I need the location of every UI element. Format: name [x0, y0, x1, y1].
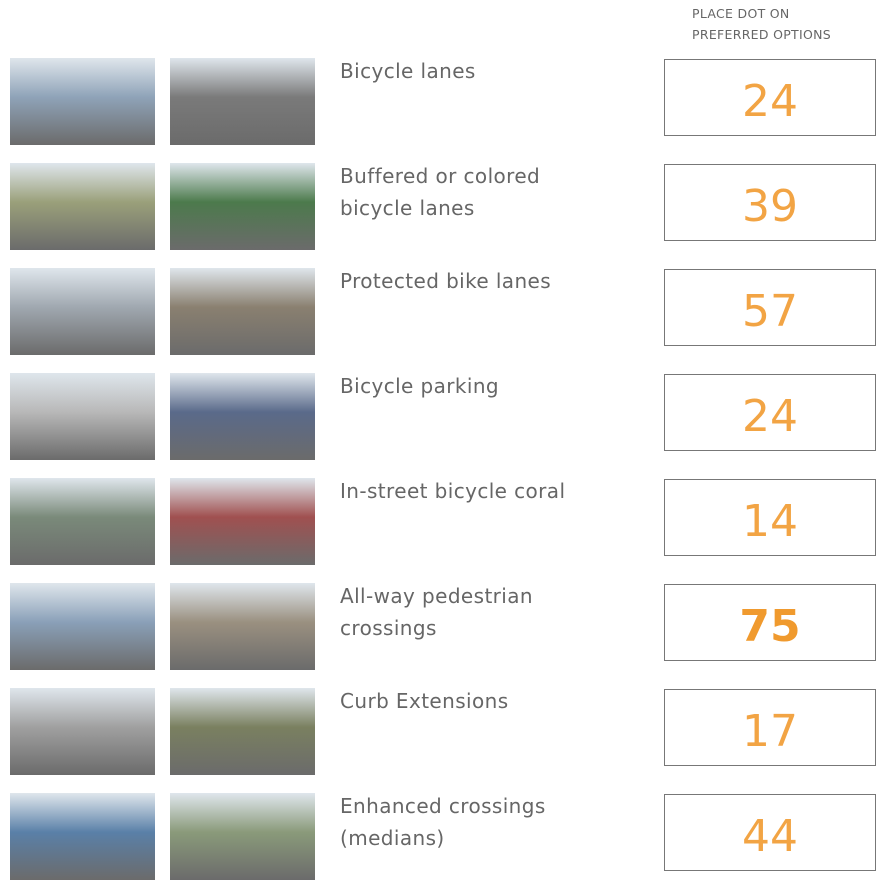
photo	[170, 688, 315, 775]
photo	[10, 793, 155, 880]
count: 17	[742, 706, 798, 757]
photo	[10, 268, 155, 355]
label-line: All-way pedestrian	[340, 580, 533, 612]
photo	[170, 478, 315, 565]
photo	[170, 58, 315, 145]
label-line: Protected bike lanes	[340, 265, 551, 297]
option-label: Enhanced crossings(medians)	[340, 790, 546, 854]
photo	[170, 268, 315, 355]
photo	[170, 793, 315, 880]
photo	[170, 163, 315, 250]
label-line: crossings	[340, 612, 533, 644]
count-box: 14	[664, 479, 876, 556]
count-box: 24	[664, 59, 876, 136]
count-box: 24	[664, 374, 876, 451]
label-line: Buffered or colored	[340, 160, 540, 192]
label-line: Bicycle lanes	[340, 55, 476, 87]
option-label: Bicycle parking	[340, 370, 499, 402]
count: 44	[742, 811, 798, 862]
count-box: 57	[664, 269, 876, 346]
count: 57	[742, 286, 798, 337]
header-line: PLACE DOT ON	[692, 6, 790, 21]
count-box: 44	[664, 794, 876, 871]
option-label: In-street bicycle coral	[340, 475, 565, 507]
photo	[170, 583, 315, 670]
photo	[10, 688, 155, 775]
header-line: PREFERRED OPTIONS	[692, 27, 831, 42]
label-line: Bicycle parking	[340, 370, 499, 402]
count: 24	[742, 76, 798, 127]
photo	[10, 478, 155, 565]
label-line: Enhanced crossings	[340, 790, 546, 822]
label-line: (medians)	[340, 822, 546, 854]
option-label: Protected bike lanes	[340, 265, 551, 297]
count-box: 39	[664, 164, 876, 241]
photo	[10, 373, 155, 460]
label-line: In-street bicycle coral	[340, 475, 565, 507]
count-box: 17	[664, 689, 876, 766]
count: 75	[739, 601, 800, 652]
page: PLACE DOT ON PREFERRED OPTIONS Bicycle l…	[0, 0, 879, 876]
label-line: bicycle lanes	[340, 192, 540, 224]
photo	[10, 58, 155, 145]
option-label: Curb Extensions	[340, 685, 509, 717]
photo	[10, 583, 155, 670]
photo	[10, 163, 155, 250]
count-box: 75	[664, 584, 876, 661]
option-label: Bicycle lanes	[340, 55, 476, 87]
count: 14	[742, 496, 798, 547]
label-line: Curb Extensions	[340, 685, 509, 717]
photo	[170, 373, 315, 460]
count: 39	[742, 181, 798, 232]
count: 24	[742, 391, 798, 442]
